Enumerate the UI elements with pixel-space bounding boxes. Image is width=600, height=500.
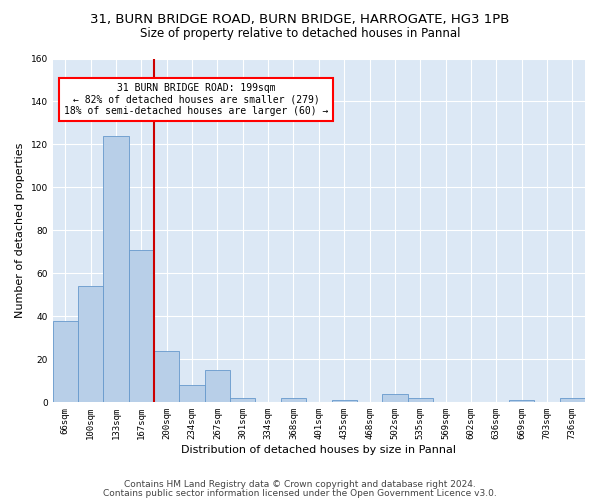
Bar xyxy=(103,136,129,402)
Bar xyxy=(205,370,230,402)
Bar xyxy=(53,320,78,402)
Bar xyxy=(154,351,179,403)
X-axis label: Distribution of detached houses by size in Pannal: Distribution of detached houses by size … xyxy=(181,445,457,455)
Bar xyxy=(382,394,407,402)
Text: 31, BURN BRIDGE ROAD, BURN BRIDGE, HARROGATE, HG3 1PB: 31, BURN BRIDGE ROAD, BURN BRIDGE, HARRO… xyxy=(91,12,509,26)
Bar xyxy=(230,398,256,402)
Bar xyxy=(78,286,103,403)
Bar xyxy=(179,385,205,402)
Bar xyxy=(129,250,154,402)
Y-axis label: Number of detached properties: Number of detached properties xyxy=(15,142,25,318)
Bar xyxy=(509,400,535,402)
Bar xyxy=(332,400,357,402)
Text: Contains HM Land Registry data © Crown copyright and database right 2024.: Contains HM Land Registry data © Crown c… xyxy=(124,480,476,489)
Text: Size of property relative to detached houses in Pannal: Size of property relative to detached ho… xyxy=(140,28,460,40)
Bar xyxy=(560,398,585,402)
Text: Contains public sector information licensed under the Open Government Licence v3: Contains public sector information licen… xyxy=(103,488,497,498)
Text: 31 BURN BRIDGE ROAD: 199sqm
← 82% of detached houses are smaller (279)
18% of se: 31 BURN BRIDGE ROAD: 199sqm ← 82% of det… xyxy=(64,82,329,116)
Bar xyxy=(407,398,433,402)
Bar xyxy=(281,398,306,402)
